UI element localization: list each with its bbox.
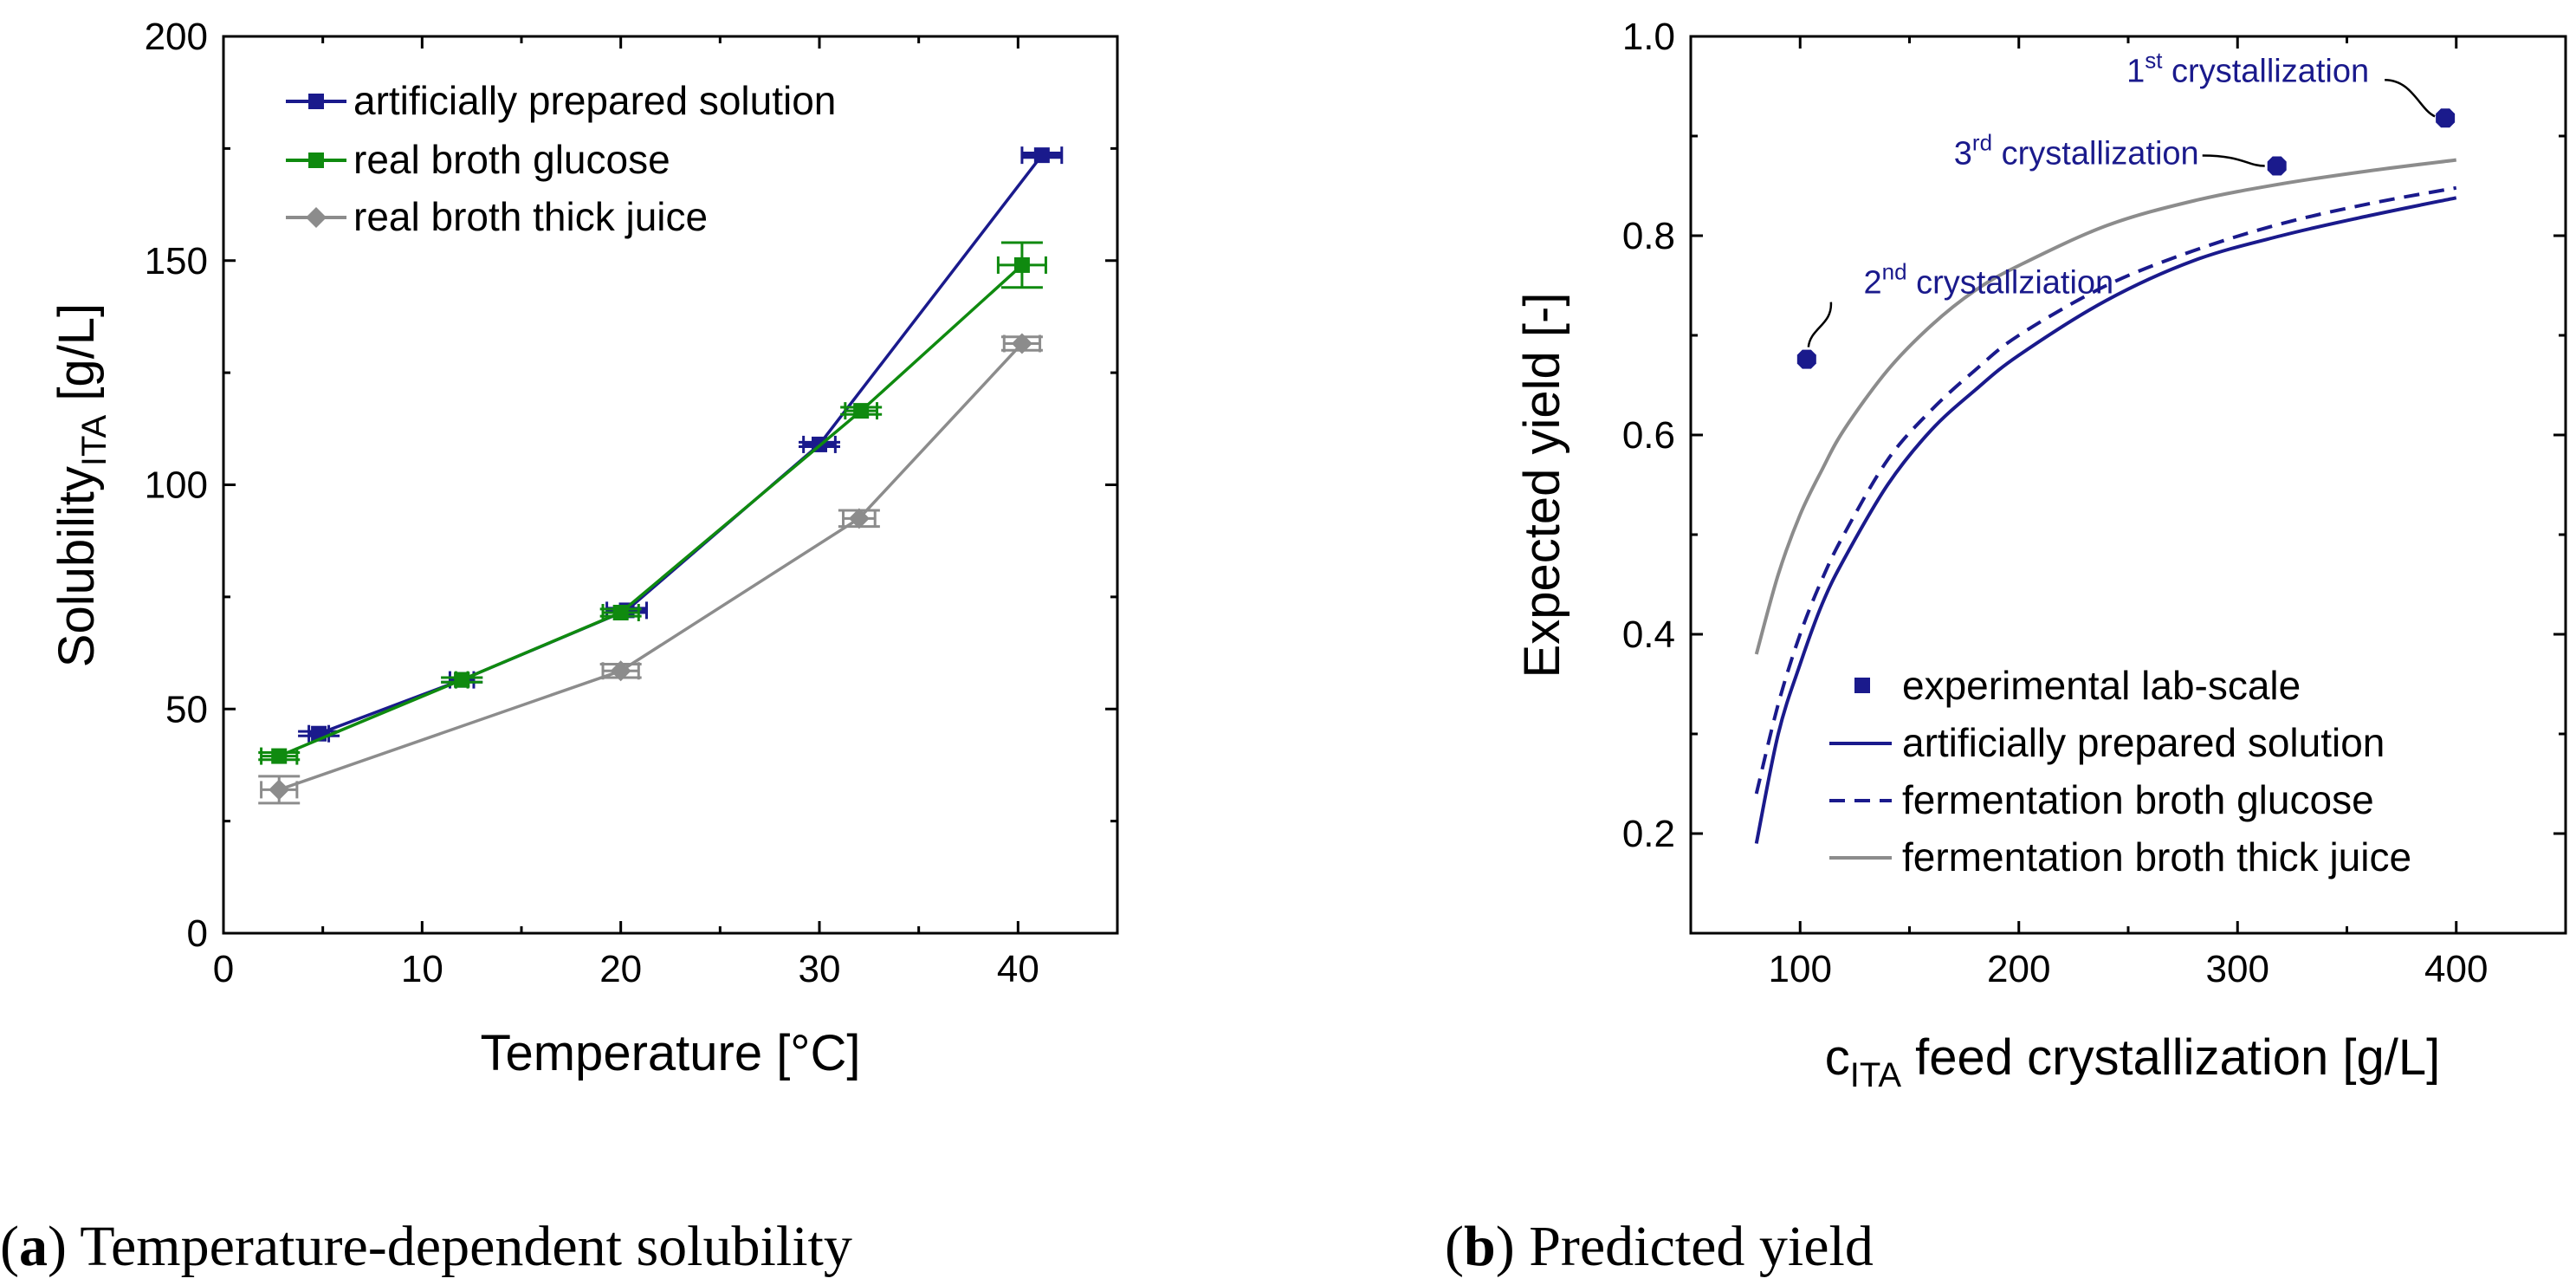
legend-label-glucose-b: fermentation broth glucose <box>1902 777 2374 822</box>
panel-b-x-tick-label: 200 <box>1987 948 2050 990</box>
legend-entry-thick-juice: real broth thick juice <box>286 194 708 239</box>
annotation-leader-line <box>2202 154 2265 167</box>
panel-b-x-tick-label: 300 <box>2206 948 2269 990</box>
legend-marker-experimental <box>1854 678 1870 693</box>
panel-a-y-tick-label: 200 <box>145 16 208 58</box>
panel-a-x-tick-label: 10 <box>401 948 443 990</box>
panel-a-y-tick-label: 100 <box>145 464 208 507</box>
panel-a-x-axis-title: Temperature [°C] <box>480 1025 860 1081</box>
panel-a-caption: (a) Temperature-dependent solubility <box>0 1215 852 1278</box>
panel-a-y-tick-label: 0 <box>187 912 208 955</box>
panel-b-x-tick-label: 400 <box>2424 948 2488 990</box>
data-point-real-broth-thick-juice <box>269 779 290 801</box>
series-curve-artificially-prepared-solution <box>1754 196 2457 844</box>
data-point-real-broth-glucose <box>454 672 470 688</box>
series-line-real-broth-glucose <box>278 263 1024 758</box>
panel-a-x-tick-label: 40 <box>997 948 1039 990</box>
panel-b-legend: experimental lab-scale artificially prep… <box>1829 663 2411 879</box>
panel-b-x-tick-label: 100 <box>1769 948 1832 990</box>
panel-a-legend: artificially prepared solution real brot… <box>286 78 836 239</box>
annotation-label: 2nd crystallziation <box>1863 259 2113 302</box>
series-curve-fermentation-broth-thick-juice <box>1754 158 2456 655</box>
panel-b-tick-labels: 100 200 300 400 0.2 0.4 0.6 0.8 1.0 <box>1622 16 2489 990</box>
legend-marker-glucose <box>308 153 324 168</box>
panel-b-x-axis-title: cITA feed crystallization [g/L] <box>1825 1029 2440 1094</box>
data-point-real-broth-glucose <box>853 403 870 419</box>
panel-b-y-tick-label: 1.0 <box>1622 16 1675 58</box>
experimental-point <box>2436 108 2456 128</box>
legend-label-artificial: artificially prepared solution <box>353 78 836 123</box>
panel-a-x-tick-label: 0 <box>213 948 234 990</box>
series-line-artificially-prepared-solution <box>318 154 1044 736</box>
panel-b-caption: (b) Predicted yield <box>1445 1215 1874 1278</box>
legend-entry-experimental: experimental lab-scale <box>1854 663 2301 708</box>
annotation-label: 1st crystallization <box>2126 47 2369 89</box>
panel-b-y-tick-label: 0.6 <box>1622 414 1675 457</box>
data-point-real-broth-thick-juice <box>848 508 870 529</box>
legend-label-thick-juice-b: fermentation broth thick juice <box>1902 834 2411 879</box>
panel-a-solubility-chart: 0 10 20 30 40 0 50 100 150 200 Temperature [°C] S… <box>0 16 1119 1278</box>
legend-marker-artificial <box>308 94 324 109</box>
data-point-real-broth-glucose <box>612 604 629 620</box>
legend-label-thick-juice: real broth thick juice <box>353 194 708 239</box>
legend-label-glucose: real broth glucose <box>353 137 670 182</box>
panel-a-x-tick-label: 20 <box>599 948 642 990</box>
legend-entry-artificial-b: artificially prepared solution <box>1829 720 2385 765</box>
panel-b-ticks <box>1691 35 2566 933</box>
data-point-real-broth-glucose <box>271 748 288 764</box>
experimental-point <box>1796 349 1816 369</box>
panel-b-y-tick-label: 0.8 <box>1622 215 1675 257</box>
panel-a-y-tick-label: 150 <box>145 240 208 282</box>
panel-a-tick-labels: 0 10 20 30 40 0 50 100 150 200 <box>145 16 1039 990</box>
panel-b-y-tick-label: 0.4 <box>1622 613 1675 656</box>
panel-b-series <box>1754 108 2457 844</box>
legend-label-experimental: experimental lab-scale <box>1902 663 2301 708</box>
panel-a-ticks <box>222 35 1117 935</box>
data-point-real-broth-thick-juice <box>1011 333 1032 354</box>
legend-entry-artificial: artificially prepared solution <box>286 78 836 123</box>
legend-marker-thick-juice <box>306 207 327 228</box>
panel-b-annotations: 1st crystallization 3rd crystallization 2n… <box>1807 47 2436 347</box>
panel-a-y-tick-label: 50 <box>165 688 208 730</box>
panel-a-y-axis-title: SolubilityITA [g/L] <box>49 303 113 667</box>
series-line-real-broth-thick-juice <box>278 342 1024 792</box>
annotation-label: 3rd crystallization <box>1954 130 2199 172</box>
legend-entry-glucose-b: fermentation broth glucose <box>1829 777 2374 822</box>
data-point-real-broth-glucose <box>1013 256 1030 273</box>
annotation-leader-line <box>2385 79 2436 118</box>
experimental-point <box>2267 156 2287 176</box>
panel-b-y-tick-label: 0.2 <box>1622 813 1675 855</box>
legend-entry-glucose: real broth glucose <box>286 137 670 182</box>
annotation-leader-line <box>1807 302 1833 347</box>
data-point-artificially-prepared-solution <box>1033 147 1050 164</box>
legend-label-artificial-b: artificially prepared solution <box>1902 720 2385 765</box>
panel-b-yield-chart: 100 200 300 400 0.2 0.4 0.6 0.8 1.0 1st crystall… <box>1445 16 2567 1278</box>
panel-b-y-axis-title: Expected yield [-] <box>1514 293 1570 678</box>
legend-entry-thick-juice-b: fermentation broth thick juice <box>1829 834 2411 879</box>
data-point-real-broth-thick-juice <box>610 660 631 682</box>
panel-a-series <box>258 146 1064 805</box>
panel-a-x-tick-label: 30 <box>799 948 841 990</box>
